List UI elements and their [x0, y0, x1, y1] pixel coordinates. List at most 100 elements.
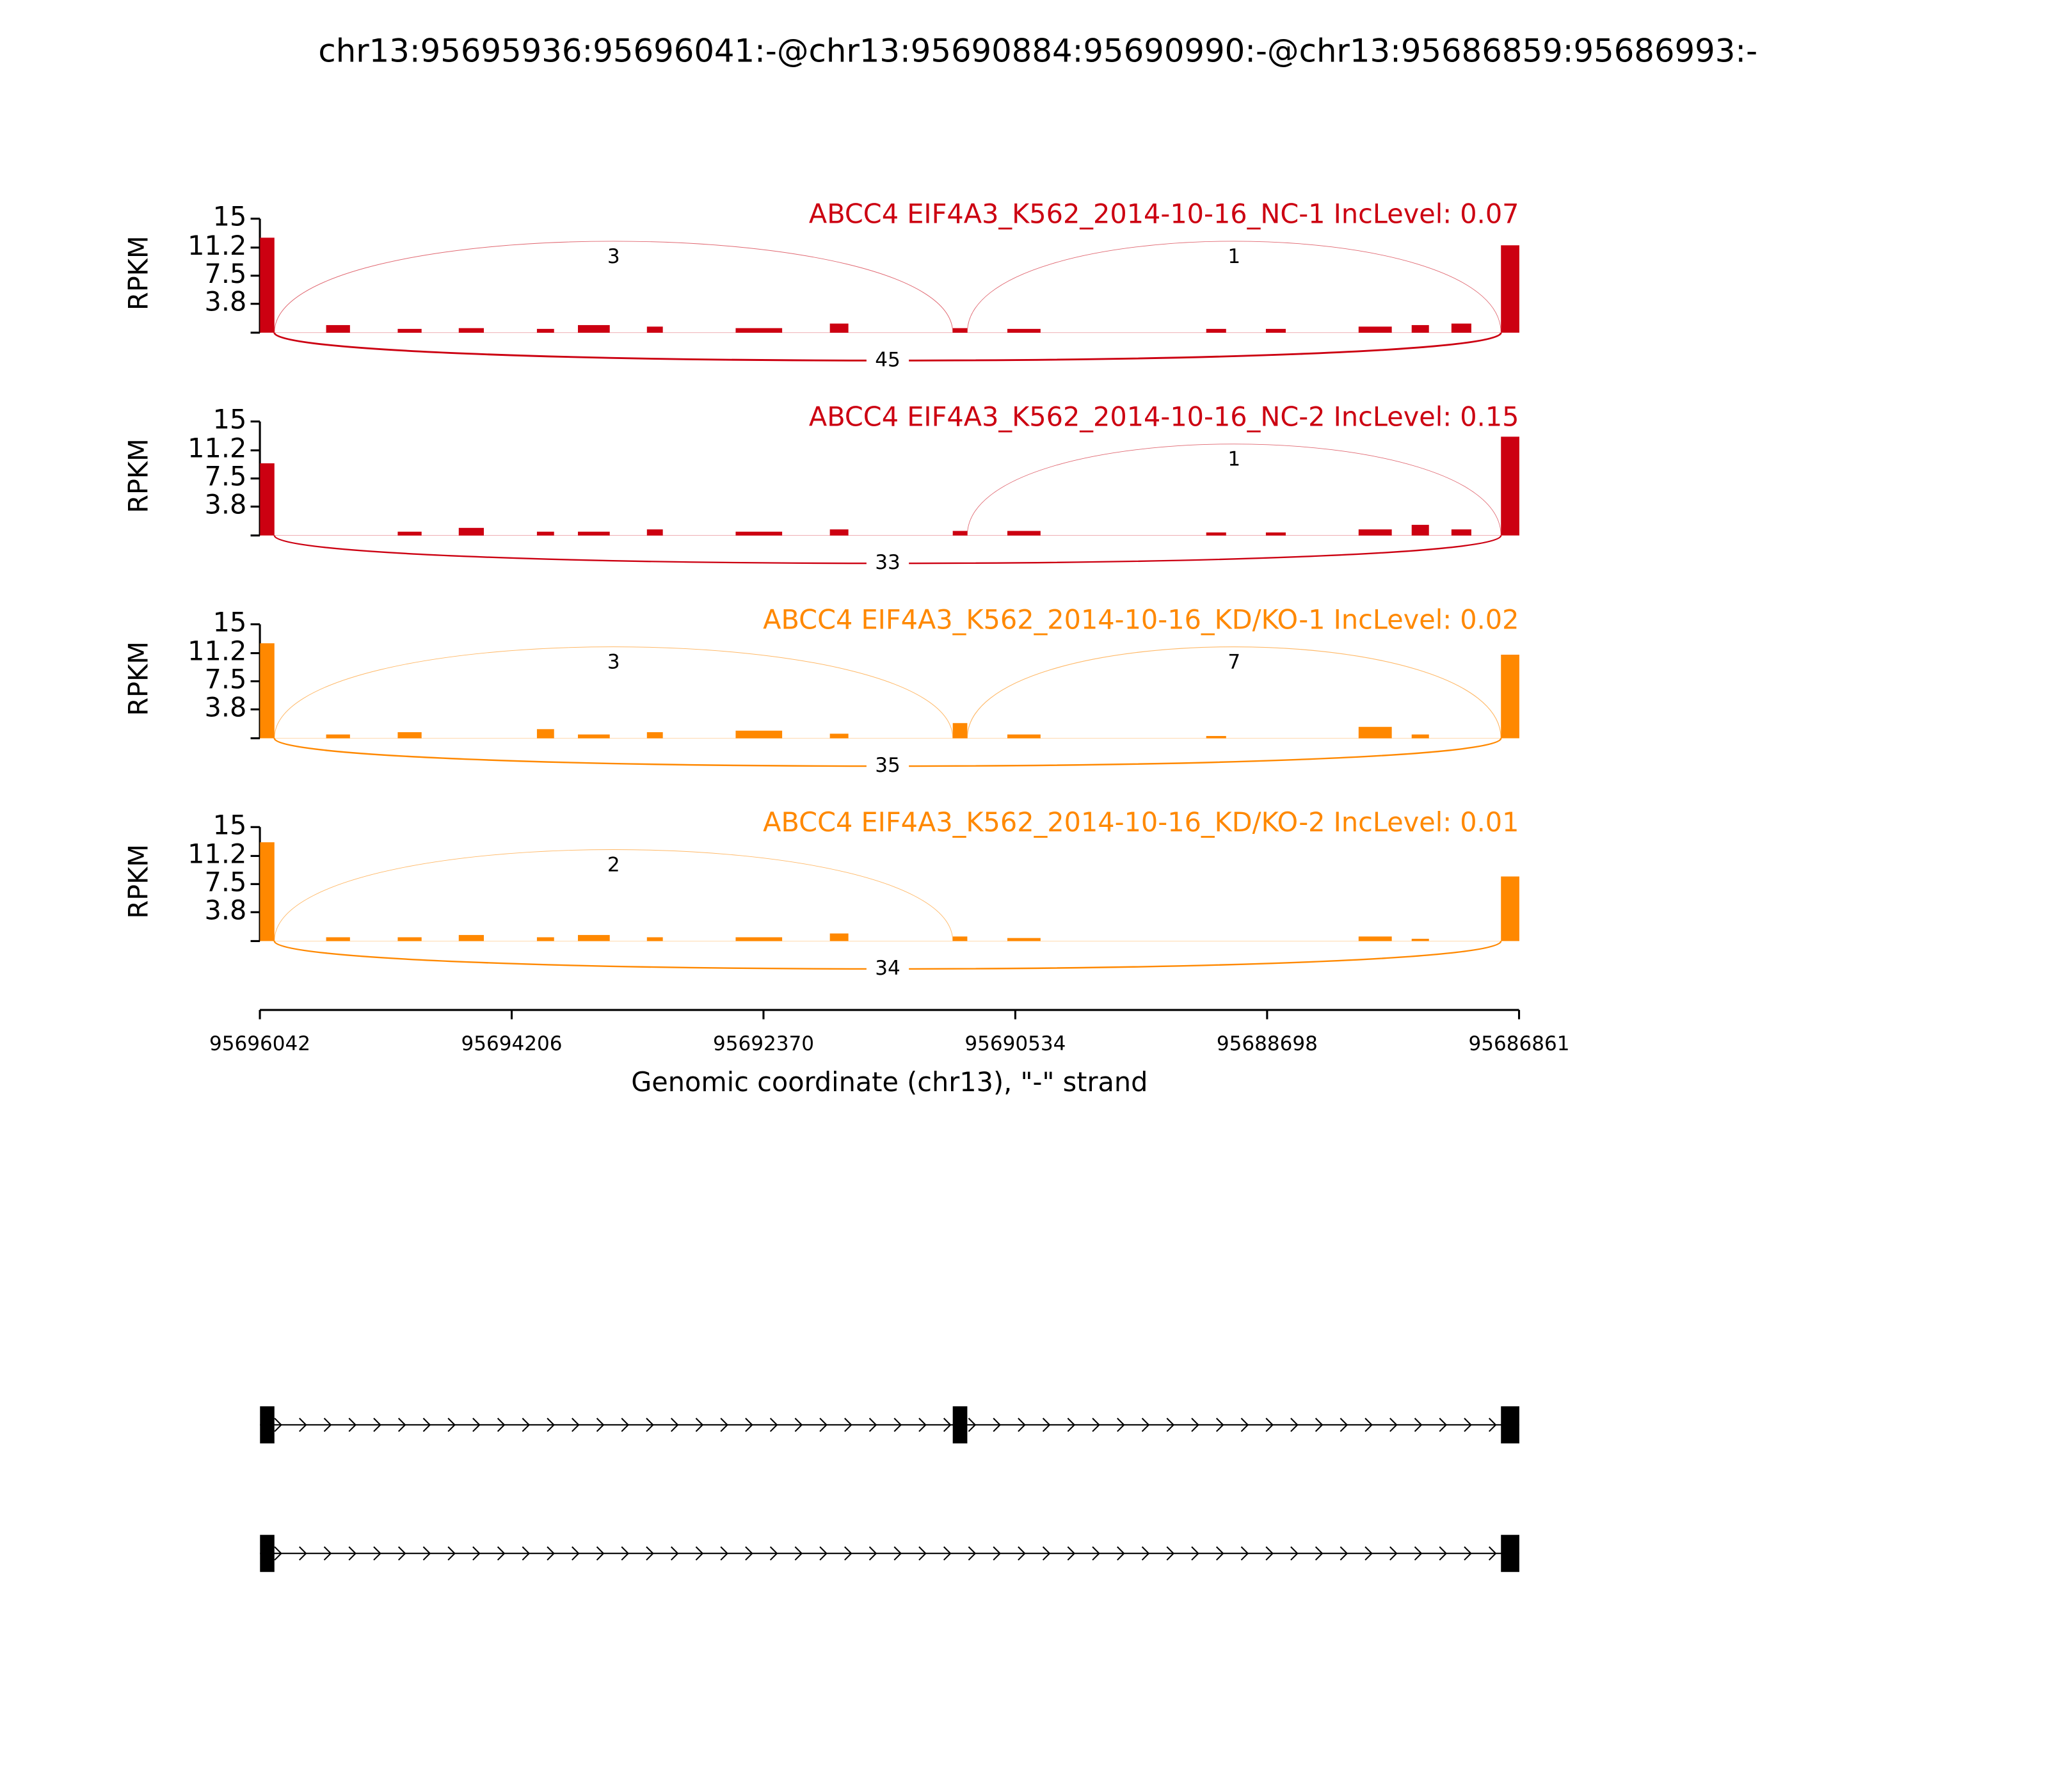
strand-arrow — [1018, 1418, 1026, 1432]
x-axis-label: Genomic coordinate (chr13), "-" strand — [631, 1067, 1148, 1098]
strand-arrow — [1141, 1418, 1150, 1432]
y-tick-label: 15 — [213, 607, 247, 637]
panel-label: ABCC4 EIF4A3_K562_2014-10-16_NC-1 IncLev… — [809, 199, 1519, 230]
y-tick-label: 11.2 — [188, 636, 246, 667]
strand-arrow — [547, 1418, 555, 1432]
coverage-bar — [952, 531, 968, 536]
coverage-bar — [646, 937, 663, 941]
exon — [260, 1406, 275, 1444]
junction-label: 3 — [607, 245, 620, 268]
strand-arrow — [670, 1546, 679, 1561]
strand-arrow — [397, 1418, 406, 1432]
strand-arrow — [794, 1546, 803, 1561]
coverage-bar — [326, 324, 350, 333]
strand-arrow — [844, 1418, 852, 1432]
coverage-bar — [829, 733, 849, 739]
coverage-bar — [1007, 531, 1041, 536]
y-tick-label: 15 — [213, 404, 247, 435]
strand-arrow — [596, 1546, 605, 1561]
strand-arrow — [918, 1546, 927, 1561]
strand-arrow — [1067, 1418, 1076, 1432]
strand-arrow — [695, 1546, 704, 1561]
strand-arrow — [1117, 1418, 1125, 1432]
strand-arrow — [868, 1418, 877, 1432]
junction-arc — [274, 241, 954, 333]
strand-arrow — [1141, 1546, 1150, 1561]
strand-arrow — [1315, 1546, 1324, 1561]
strand-arrow — [596, 1418, 605, 1432]
coverage-bar — [578, 324, 610, 333]
strand-arrow — [1092, 1418, 1100, 1432]
strand-arrow — [1215, 1546, 1224, 1561]
strand-arrow — [422, 1418, 431, 1432]
strand-arrow — [1240, 1546, 1249, 1561]
coverage-bar — [397, 328, 422, 333]
junction-label: 34 — [875, 957, 900, 980]
y-tick-label: 15 — [213, 202, 247, 232]
strand-arrow — [1290, 1546, 1299, 1561]
junction-label: 33 — [875, 551, 900, 574]
coverage-bar — [1501, 876, 1519, 941]
panel-label: ABCC4 EIF4A3_K562_2014-10-16_KD/KO-1 Inc… — [763, 604, 1519, 635]
strand-arrow — [1117, 1546, 1125, 1561]
coverage-bar — [1358, 726, 1392, 739]
coverage-bar — [1265, 532, 1286, 536]
strand-arrow — [1240, 1418, 1249, 1432]
strand-arrow — [522, 1418, 531, 1432]
strand-arrow — [348, 1546, 357, 1561]
strand-arrow — [646, 1546, 654, 1561]
strand-arrow — [274, 1418, 282, 1432]
coverage-bar — [578, 934, 610, 941]
strand-arrow — [670, 1418, 679, 1432]
strand-arrow — [497, 1418, 506, 1432]
strand-arrow — [1464, 1546, 1472, 1561]
coverage-bar — [1358, 529, 1392, 536]
junction-arc — [966, 646, 1501, 739]
strand-arrow — [299, 1546, 307, 1561]
strand-arrow — [1439, 1546, 1448, 1561]
strand-arrow — [695, 1418, 704, 1432]
y-tick-label: 3.8 — [204, 692, 246, 723]
strand-arrow — [323, 1546, 332, 1561]
x-tick-label: 95686861 — [1469, 1032, 1570, 1055]
strand-arrow — [745, 1546, 753, 1561]
junction-label-bg — [1219, 449, 1250, 471]
y-tick-label: 3.8 — [204, 490, 246, 520]
coverage-bar — [646, 529, 663, 536]
junction-arc — [966, 241, 1501, 333]
coverage-bar — [1007, 734, 1041, 739]
strand-arrow — [943, 1546, 952, 1561]
strand-arrow — [1265, 1546, 1274, 1561]
strand-arrow — [497, 1546, 506, 1561]
panel-label: ABCC4 EIF4A3_K562_2014-10-16_NC-2 IncLev… — [809, 401, 1519, 432]
y-axis-label: RPKM — [124, 844, 154, 919]
coverage-bar — [326, 937, 350, 941]
exon — [1501, 1406, 1519, 1444]
strand-arrow — [745, 1418, 753, 1432]
strand-arrow — [299, 1418, 307, 1432]
strand-arrow — [1340, 1418, 1348, 1432]
coverage-bar — [1206, 735, 1226, 739]
strand-arrow — [1364, 1546, 1373, 1561]
strand-arrow — [1439, 1418, 1448, 1432]
junction-label-bg — [598, 854, 629, 876]
strand-arrow — [819, 1418, 828, 1432]
strand-arrow — [720, 1418, 728, 1432]
junction-label-bg — [598, 246, 629, 268]
strand-arrow — [1389, 1546, 1398, 1561]
junction-label: 3 — [607, 651, 620, 674]
y-tick-label: 7.5 — [204, 664, 246, 694]
strand-arrow — [1290, 1418, 1299, 1432]
strand-arrow — [1191, 1418, 1199, 1432]
strand-arrow — [893, 1418, 902, 1432]
strand-arrow — [968, 1418, 977, 1432]
coverage-bar — [1358, 936, 1392, 941]
coverage-bar — [458, 527, 484, 536]
coverage-bar — [1265, 328, 1286, 333]
strand-arrow — [1018, 1546, 1026, 1561]
coverage-bar — [1411, 324, 1429, 333]
coverage-bar — [1206, 328, 1226, 333]
strand-arrow — [819, 1546, 828, 1561]
